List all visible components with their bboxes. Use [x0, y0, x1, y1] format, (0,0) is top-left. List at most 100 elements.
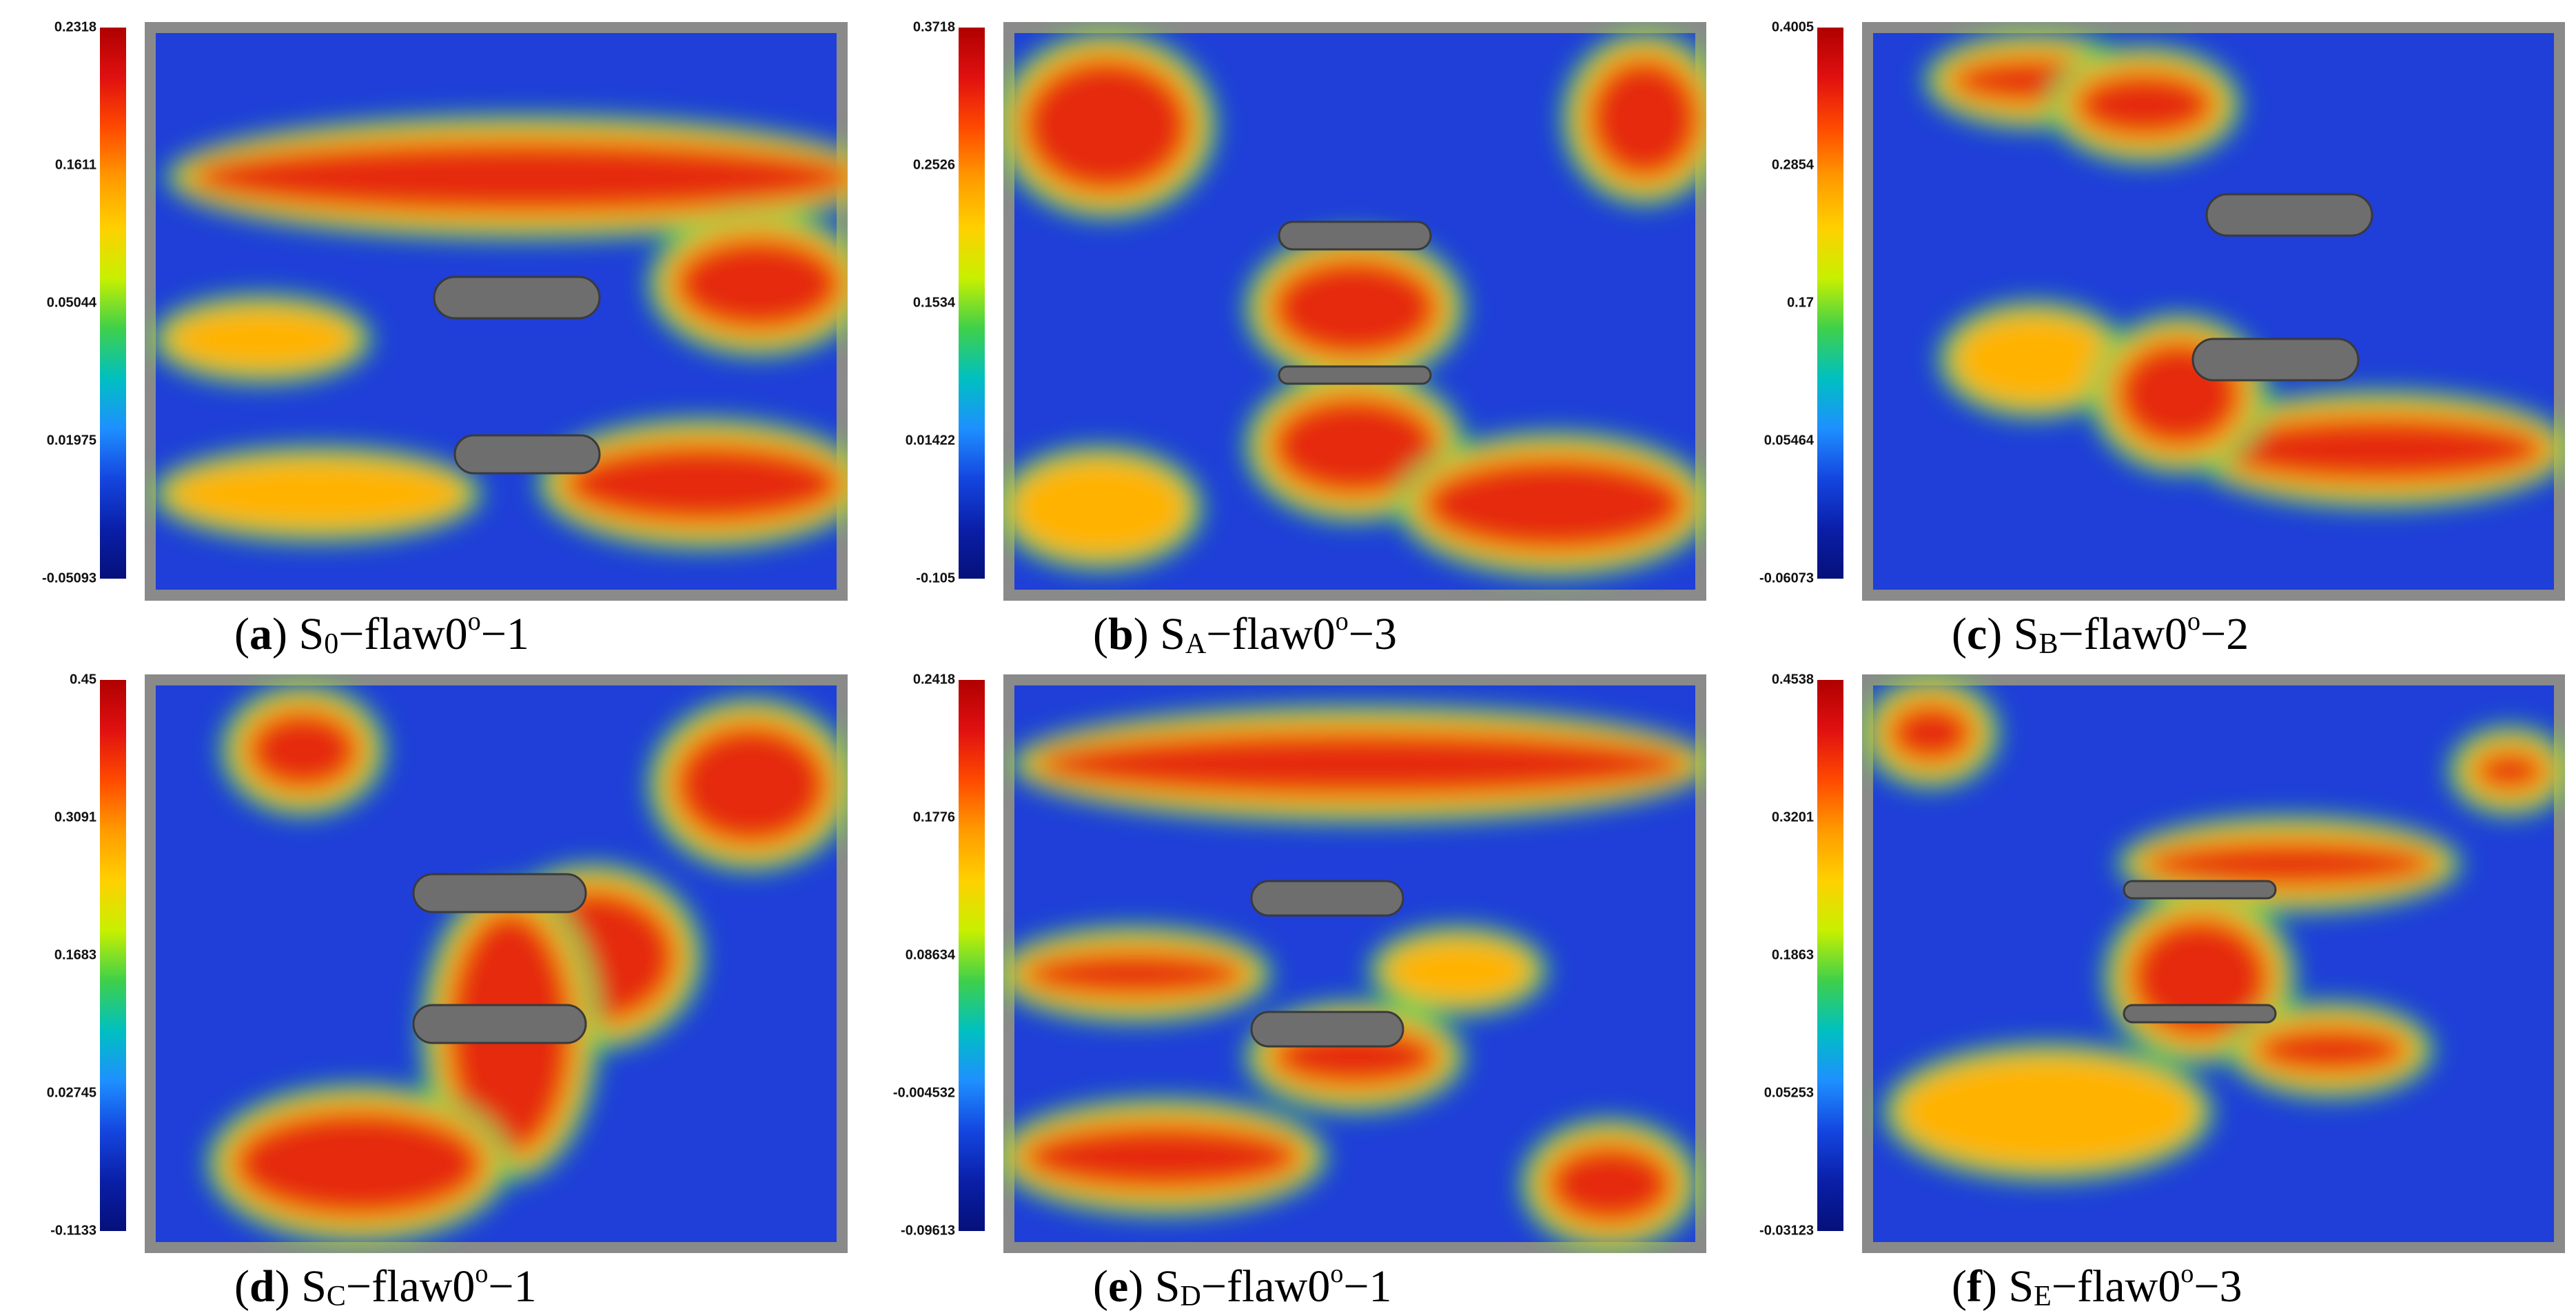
strain-core [2145, 842, 2434, 885]
strain-core [675, 725, 827, 844]
caption-subscript: E [2034, 1281, 2052, 1312]
colorbar-gradient [959, 680, 985, 1231]
panel-b: 0.3718 0.2526 0.1534 0.01422 -0.105 (b) SA−fl… [859, 0, 1717, 660]
strain-core [1589, 59, 1699, 178]
colorbar-e: 0.2418 0.1776 0.08634 -0.004532 -0.09613 [859, 672, 1003, 1239]
colorbar-tick-label: -0.06073 [1759, 570, 1814, 586]
panel-a: 0.2318 0.1611 0.05044 0.01975 -0.05093 (a) S0… [0, 0, 859, 660]
colorbar-tick-label: 0.17 [1787, 295, 1814, 311]
flaw [1278, 220, 1432, 251]
flaw [2191, 338, 2360, 382]
colorbar-tick-label: 0.1776 [912, 809, 955, 825]
flaw [2123, 1004, 2277, 1024]
caption-index: −1 [1343, 1261, 1392, 1312]
strain-core [1424, 459, 1686, 550]
caption-prefix: S [2008, 1261, 2034, 1312]
strain-core [675, 238, 841, 329]
panel-caption-d: (d) SC−flaw0o−1 [234, 1259, 537, 1312]
strain-core [1910, 1070, 2186, 1154]
colorbar-tick-label: 0.2418 [912, 672, 955, 687]
colorbar-c: 0.4005 0.2854 0.17 0.05464 -0.06073 [1717, 20, 1862, 586]
caption-prefix: S [301, 1261, 327, 1312]
strain-core [1396, 953, 1520, 989]
colorbar-tick-label: 0.01975 [46, 433, 96, 448]
panel-f: 0.4538 0.3201 0.1863 0.05253 -0.03123 (f) SE−… [1717, 652, 2576, 1312]
panel-caption-e: (e) SD−flaw0o−1 [1093, 1259, 1392, 1312]
caption-prefix: S [298, 609, 325, 659]
colorbar-tick-label: 0.2318 [54, 19, 96, 35]
strain-core [1024, 59, 1189, 192]
colorbar-gradient [1817, 680, 1843, 1231]
colorbar-b: 0.3718 0.2526 0.1534 0.01422 -0.105 [859, 20, 1003, 586]
flaw [2205, 193, 2373, 237]
panel-caption-f: (f) SE−flaw0o−3 [1952, 1259, 2242, 1312]
colorbar-tick-label: -0.004532 [892, 1085, 955, 1101]
colorbar-tick-label: 0.1863 [1771, 947, 1814, 963]
caption-degree: o [467, 607, 481, 636]
strain-core [1024, 473, 1176, 543]
strain-map-c [1862, 22, 2565, 601]
caption-subscript: B [2038, 628, 2058, 660]
colorbar-gradient [100, 28, 126, 579]
colorbar-f: 0.4538 0.3201 0.1863 0.05253 -0.03123 [1717, 672, 1862, 1239]
caption-subscript: A [1185, 628, 1207, 660]
strain-core [1890, 705, 1972, 761]
caption-suffix: −flaw0 [2058, 609, 2188, 659]
panel-caption-b: (b) SA−flaw0o−3 [1093, 607, 1397, 660]
colorbar-tick-label: 0.4005 [1771, 19, 1814, 35]
strain-core [1024, 1125, 1300, 1188]
caption-index: −1 [488, 1261, 537, 1312]
colorbar-tick-label: -0.05093 [42, 570, 96, 586]
colorbar-tick-label: 0.3201 [1771, 809, 1814, 825]
caption-letter: a [249, 609, 272, 659]
caption-degree: o [1330, 1259, 1344, 1288]
strain-core [2214, 417, 2544, 481]
strain-map-f [1862, 674, 2565, 1253]
colorbar-tick-label: 0.01422 [905, 433, 955, 448]
panel-d: 0.45 0.3091 0.1683 0.02745 -0.1133 (d) SC−fla… [0, 652, 859, 1312]
colorbar-tick-label: 0.1534 [912, 295, 955, 311]
caption-suffix: −flaw0 [338, 609, 468, 659]
colorbar-tick-label: 0.4538 [1771, 672, 1814, 687]
caption-index: −2 [2200, 609, 2249, 659]
caption-letter: d [249, 1261, 275, 1312]
colorbar-tick-label: 0.05044 [46, 295, 96, 311]
caption-letter: b [1107, 609, 1134, 659]
flaw [2123, 880, 2277, 900]
strain-core [1038, 732, 1686, 796]
colorbar-gradient [100, 680, 126, 1231]
colorbar-tick-label: 0.05253 [1764, 1085, 1814, 1101]
flaw [453, 434, 601, 475]
colorbar-tick-label: 0.05464 [1764, 433, 1814, 448]
flaw [1278, 365, 1432, 385]
colorbar-tick-label: 0.45 [70, 672, 96, 687]
flaw [412, 1004, 587, 1044]
panel-e: 0.2418 0.1776 0.08634 -0.004532 -0.09613 (e) … [859, 652, 1717, 1312]
caption-subscript: C [326, 1281, 346, 1312]
colorbar-tick-label: 0.2526 [912, 157, 955, 173]
caption-letter: c [1966, 609, 1987, 659]
caption-prefix: S [2013, 609, 2039, 659]
strain-core [193, 142, 848, 212]
strain-core [2475, 753, 2544, 789]
strain-core [565, 445, 841, 522]
caption-degree: o [2187, 607, 2200, 636]
strain-core [1272, 259, 1438, 357]
colorbar-d: 0.45 0.3091 0.1683 0.02745 -0.1133 [0, 672, 145, 1239]
colorbar-tick-label: 0.08634 [905, 947, 955, 963]
colorbar-tick-label: -0.09613 [901, 1223, 955, 1239]
strain-map-e [1003, 674, 1706, 1253]
flaw [1250, 1011, 1404, 1048]
caption-prefix: S [1154, 1261, 1180, 1312]
caption-index: −3 [2194, 1261, 2242, 1312]
colorbar-gradient [1817, 28, 1843, 579]
strain-core [2076, 73, 2214, 136]
colorbar-a: 0.2318 0.1611 0.05044 0.01975 -0.05093 [0, 20, 145, 586]
colorbar-tick-label: 0.2854 [1771, 157, 1814, 173]
colorbar-tick-label: -0.03123 [1759, 1223, 1814, 1239]
panel-c: 0.4005 0.2854 0.17 0.05464 -0.06073 (c) SB−fl… [1717, 0, 2576, 660]
colorbar-tick-label: 0.02745 [46, 1085, 96, 1101]
strain-core [1024, 953, 1245, 995]
caption-degree: o [2180, 1259, 2194, 1288]
caption-suffix: −flaw0 [1200, 1261, 1331, 1312]
